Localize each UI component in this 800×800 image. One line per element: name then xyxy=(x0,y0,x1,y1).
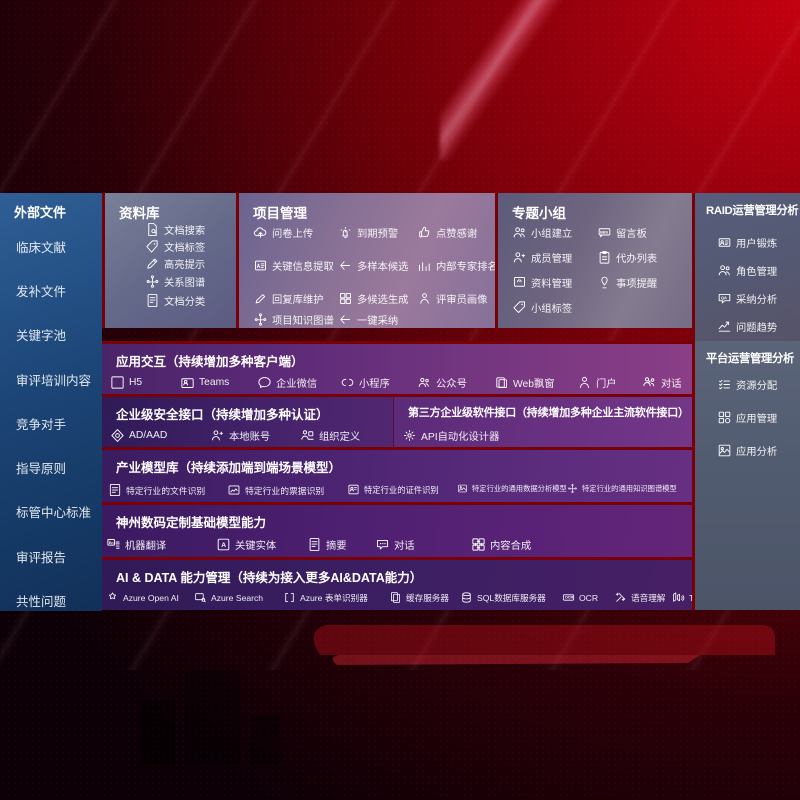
svg-text:A: A xyxy=(221,542,226,549)
svg-text:5: 5 xyxy=(114,381,117,387)
svg-text:OCR: OCR xyxy=(565,596,574,600)
svg-text:QA: QA xyxy=(721,295,727,300)
svg-text:En: En xyxy=(109,541,115,545)
svg-text:BBS: BBS xyxy=(600,230,608,234)
